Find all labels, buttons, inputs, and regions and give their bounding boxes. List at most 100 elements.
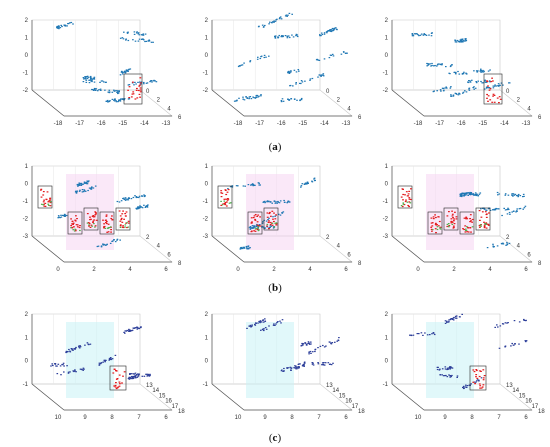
highlight-point-secondary (400, 205, 403, 207)
point (249, 324, 252, 326)
point (129, 373, 131, 375)
highlight-point (499, 98, 502, 100)
point (116, 200, 119, 203)
point (147, 374, 149, 376)
point (418, 333, 420, 335)
point (465, 386, 467, 388)
bounding-box (217, 185, 233, 209)
highlight-point (126, 226, 128, 229)
highlight-point (471, 218, 474, 221)
bounding-box (397, 185, 413, 209)
point (122, 197, 124, 200)
point (453, 316, 455, 319)
point (93, 76, 96, 78)
point (309, 78, 312, 80)
point (82, 367, 85, 369)
point (290, 70, 292, 72)
point (462, 91, 465, 93)
point (275, 201, 277, 203)
point (295, 368, 297, 370)
highlight-point-secondary (127, 226, 130, 228)
point (467, 81, 470, 84)
point (273, 21, 275, 23)
point (263, 54, 266, 56)
point (121, 37, 124, 39)
highlight-point (103, 226, 105, 228)
point (502, 243, 505, 245)
point (86, 180, 88, 182)
point (133, 33, 136, 35)
point (466, 385, 469, 387)
point (511, 193, 513, 195)
x-tick-label: 6 (344, 415, 348, 421)
point (313, 180, 316, 182)
point (432, 332, 435, 334)
point (504, 193, 507, 195)
point (282, 35, 284, 37)
point (514, 343, 516, 345)
highlight-point (438, 220, 441, 223)
highlight-point (256, 215, 259, 217)
point (271, 202, 273, 204)
point (116, 239, 118, 241)
point (83, 190, 86, 192)
point (91, 80, 93, 83)
highlight-point (271, 210, 274, 212)
highlight-point (271, 224, 274, 226)
highlight-point (498, 96, 501, 98)
point (457, 94, 460, 96)
point (93, 81, 96, 83)
highlight-point (49, 202, 52, 204)
point (455, 93, 458, 95)
point (263, 321, 265, 323)
point (292, 85, 294, 87)
point (507, 322, 509, 324)
highlight-point (111, 215, 113, 217)
point (522, 196, 524, 198)
highlight-point (470, 220, 472, 222)
point (84, 77, 87, 79)
point (302, 344, 304, 346)
point (78, 184, 80, 186)
point (329, 54, 332, 56)
highlight-point-secondary (439, 228, 442, 230)
point (411, 35, 414, 37)
z-tick-label: -1 (23, 382, 29, 388)
highlight-point (87, 222, 90, 224)
z-tick-label: 0 (25, 182, 29, 188)
point (300, 186, 302, 188)
point (480, 68, 482, 70)
point (72, 349, 74, 351)
point (52, 364, 54, 367)
point (83, 368, 85, 370)
point (511, 194, 513, 196)
z-tick-label: 0 (205, 182, 209, 188)
point (106, 99, 109, 102)
point (334, 341, 336, 343)
point (137, 33, 140, 35)
point (127, 199, 130, 201)
point (60, 374, 62, 376)
point (54, 363, 57, 365)
point (468, 193, 471, 195)
point (509, 213, 511, 215)
x-tick-label: -16 (97, 121, 106, 127)
point (289, 366, 292, 368)
point (336, 340, 338, 342)
point (501, 214, 503, 217)
highlight-point (479, 385, 482, 387)
point (136, 376, 139, 378)
highlight-point (452, 217, 454, 219)
y-tick-label: 6 (347, 252, 351, 258)
point (486, 247, 489, 249)
point (75, 191, 78, 193)
point (465, 91, 468, 93)
highlight-point (92, 220, 95, 222)
highlight-point (47, 201, 50, 203)
point (96, 90, 99, 92)
point (471, 79, 473, 81)
point (136, 207, 139, 209)
point (100, 80, 103, 82)
point (280, 322, 282, 324)
point (137, 81, 139, 83)
